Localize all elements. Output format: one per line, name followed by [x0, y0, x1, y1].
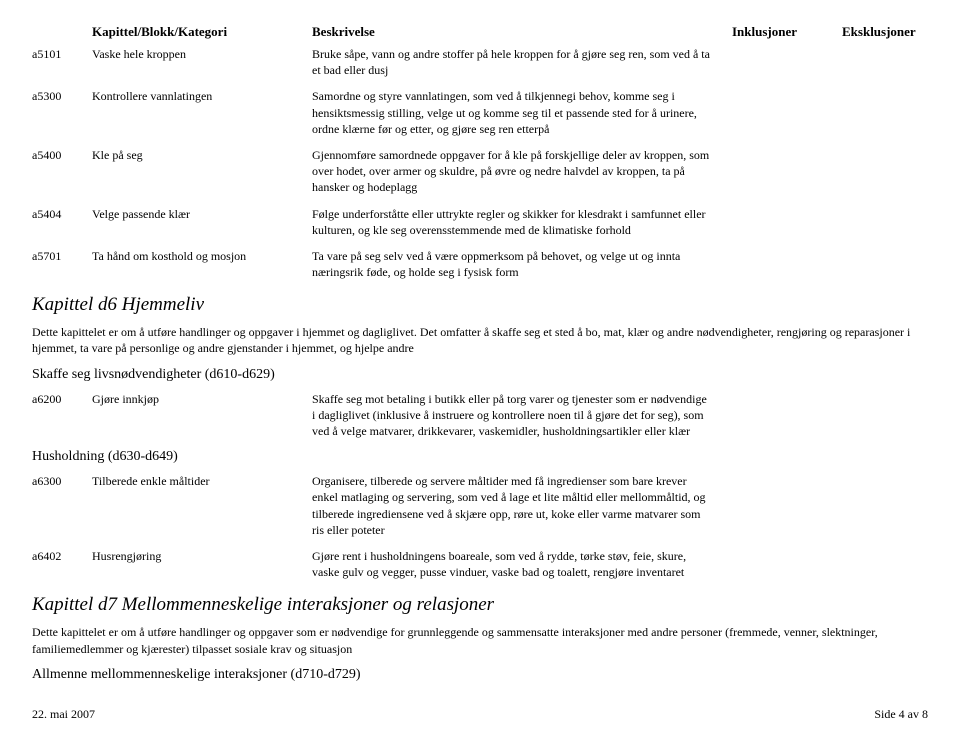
table-row: a5400Kle på segGjennomføre samordnede op…	[32, 147, 928, 196]
entry-description: Følge underforståtte eller uttrykte regl…	[312, 206, 732, 238]
subsection-d710: Allmenne mellommenneskelige interaksjone…	[32, 667, 928, 683]
entry-exclusions	[842, 391, 952, 440]
entry-description: Samordne og styre vannlatingen, som ved …	[312, 88, 732, 137]
chapter-intro-d7: Dette kapittelet er om å utføre handling…	[32, 624, 928, 656]
entry-code: a5101	[32, 46, 92, 78]
table-row: a5101Vaske hele kroppenBruke såpe, vann …	[32, 46, 928, 78]
entry-description: Skaffe seg mot betaling i butikk eller p…	[312, 391, 732, 440]
footer-page: Side 4 av 8	[874, 707, 928, 722]
subsection-d630: Husholdning (d630-d649)	[32, 449, 928, 465]
entry-title: Ta hånd om kosthold og mosjon	[92, 248, 312, 280]
header-col-description: Beskrivelse	[312, 24, 732, 40]
entry-code: a5701	[32, 248, 92, 280]
header-col-category: Kapittel/Blokk/Kategori	[92, 24, 312, 40]
table-header: Kapittel/Blokk/Kategori Beskrivelse Inkl…	[32, 24, 928, 40]
entry-description: Organisere, tilberede og servere måltide…	[312, 473, 732, 538]
entry-code: a6300	[32, 473, 92, 538]
entry-code: a5300	[32, 88, 92, 137]
entry-inclusions	[732, 391, 842, 440]
table-row: a5404Velge passende klærFølge underforst…	[32, 206, 928, 238]
chapter-intro-d6: Dette kapittelet er om å utføre handling…	[32, 324, 928, 356]
table-row: a6300Tilberede enkle måltiderOrganisere,…	[32, 473, 928, 538]
entry-code: a6402	[32, 548, 92, 580]
entry-description: Gjøre rent i husholdningens boareale, so…	[312, 548, 732, 580]
entry-code: a5404	[32, 206, 92, 238]
entry-inclusions	[732, 88, 842, 137]
entry-description: Bruke såpe, vann og andre stoffer på hel…	[312, 46, 732, 78]
entry-exclusions	[842, 473, 952, 538]
entry-title: Velge passende klær	[92, 206, 312, 238]
entry-inclusions	[732, 473, 842, 538]
entry-title: Kontrollere vannlatingen	[92, 88, 312, 137]
header-col-inclusions: Inklusjoner	[732, 24, 842, 40]
entry-exclusions	[842, 88, 952, 137]
entry-title: Vaske hele kroppen	[92, 46, 312, 78]
entry-title: Gjøre innkjøp	[92, 391, 312, 440]
entry-inclusions	[732, 46, 842, 78]
entry-description: Ta vare på seg selv ved å være oppmerkso…	[312, 248, 732, 280]
entry-inclusions	[732, 548, 842, 580]
entry-code: a6200	[32, 391, 92, 440]
table-row: a6200Gjøre innkjøpSkaffe seg mot betalin…	[32, 391, 928, 440]
entry-inclusions	[732, 147, 842, 196]
header-col-exclusions: Eksklusjoner	[842, 24, 952, 40]
table-row: a5701Ta hånd om kosthold og mosjonTa var…	[32, 248, 928, 280]
entry-exclusions	[842, 147, 952, 196]
entry-exclusions	[842, 206, 952, 238]
header-col-code	[32, 24, 92, 40]
subsection-d610: Skaffe seg livsnødvendigheter (d610-d629…	[32, 367, 928, 383]
entry-exclusions	[842, 548, 952, 580]
entry-title: Tilberede enkle måltider	[92, 473, 312, 538]
table-row: a5300Kontrollere vannlatingenSamordne og…	[32, 88, 928, 137]
entry-exclusions	[842, 248, 952, 280]
entry-code: a5400	[32, 147, 92, 196]
table-row: a6402HusrengjøringGjøre rent i husholdni…	[32, 548, 928, 580]
entry-inclusions	[732, 206, 842, 238]
entry-title: Kle på seg	[92, 147, 312, 196]
entry-exclusions	[842, 46, 952, 78]
footer-date: 22. mai 2007	[32, 707, 95, 722]
entry-description: Gjennomføre samordnede oppgaver for å kl…	[312, 147, 732, 196]
chapter-heading-d7: Kapittel d7 Mellommenneskelige interaksj…	[32, 594, 928, 616]
page-footer: 22. mai 2007 Side 4 av 8	[32, 707, 928, 722]
entry-title: Husrengjøring	[92, 548, 312, 580]
chapter-heading-d6: Kapittel d6 Hjemmeliv	[32, 294, 928, 316]
entry-inclusions	[732, 248, 842, 280]
